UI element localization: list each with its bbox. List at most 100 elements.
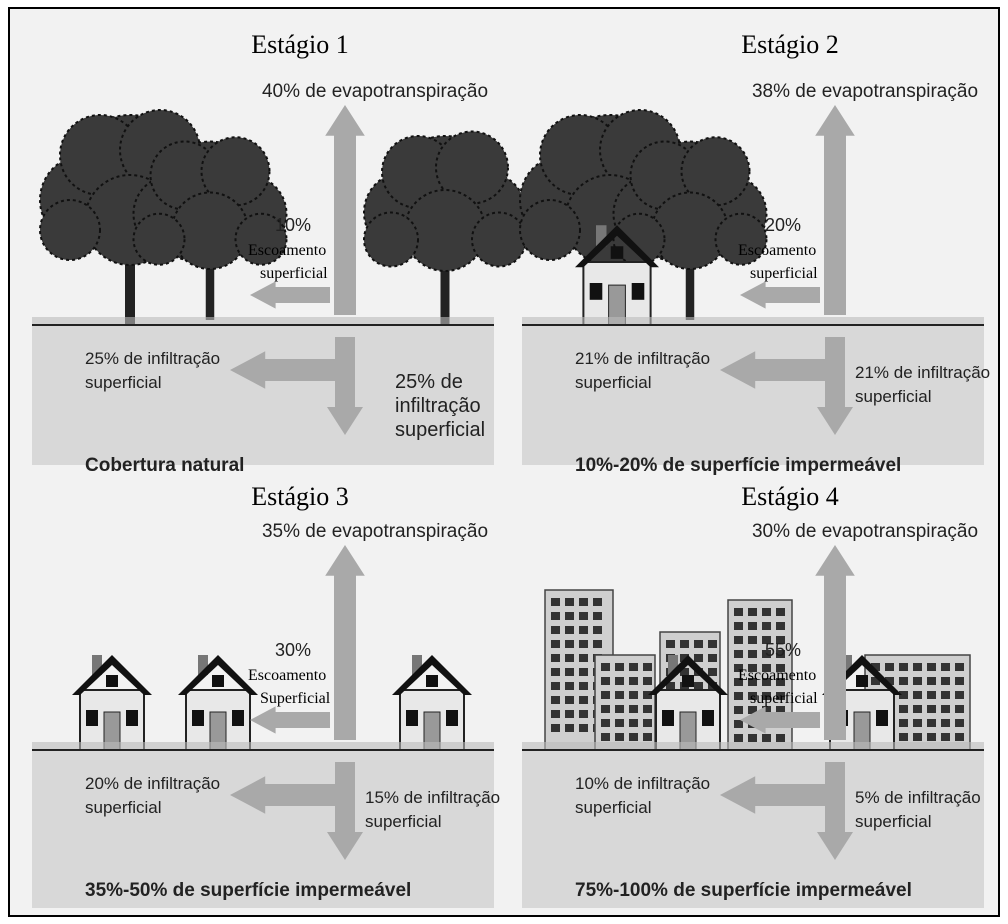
building-window xyxy=(551,626,560,634)
building-window xyxy=(579,612,588,620)
building-window xyxy=(615,691,624,699)
building-window xyxy=(629,733,638,741)
building-window xyxy=(941,705,950,713)
runoff-label: Escoamento xyxy=(248,242,326,259)
building-window xyxy=(941,677,950,685)
building-window xyxy=(927,733,936,741)
infiltration-left-label: 25% de infiltração xyxy=(85,349,220,368)
caption: 10%-20% de superfície impermeável xyxy=(575,455,901,476)
building-window xyxy=(643,677,652,685)
building-window xyxy=(748,608,757,616)
building-window xyxy=(551,710,560,718)
building-window xyxy=(913,691,922,699)
building-window xyxy=(708,668,717,676)
building-window xyxy=(748,650,757,658)
infiltration-right-label: superficial xyxy=(855,812,932,831)
building-window xyxy=(927,719,936,727)
building-window xyxy=(776,734,785,742)
building-window xyxy=(708,640,717,648)
runoff-percent: 55% xyxy=(765,640,801,660)
building-window xyxy=(734,650,743,658)
building-window xyxy=(899,663,908,671)
house-window xyxy=(192,710,204,726)
building-window xyxy=(601,705,610,713)
building-window xyxy=(601,663,610,671)
house-window xyxy=(611,246,624,259)
tree-foliage xyxy=(520,200,580,260)
building-window xyxy=(565,668,574,676)
building-window xyxy=(734,608,743,616)
runoff-percent: 20% xyxy=(765,215,801,235)
building-window xyxy=(615,733,624,741)
building-window xyxy=(579,696,588,704)
runoff-label: superficial xyxy=(750,690,818,707)
runoff-percent: 30% xyxy=(275,640,311,660)
house-window xyxy=(702,710,714,726)
building-window xyxy=(601,719,610,727)
grass xyxy=(522,317,984,325)
building-window xyxy=(579,724,588,732)
building-window xyxy=(955,733,964,741)
building-window xyxy=(565,682,574,690)
grass xyxy=(522,742,984,750)
building-window xyxy=(551,668,560,676)
tree-foliage xyxy=(134,214,185,265)
building-window xyxy=(601,691,610,699)
building-window xyxy=(579,682,588,690)
building-window xyxy=(551,696,560,704)
building-window xyxy=(941,719,950,727)
building-window xyxy=(762,608,771,616)
runoff-label: superficial xyxy=(260,265,328,282)
tree-foliage xyxy=(472,213,526,267)
building-window xyxy=(927,691,936,699)
infiltration-left-label: 10% de infiltração xyxy=(575,774,710,793)
building-window xyxy=(913,705,922,713)
house-window xyxy=(446,710,458,726)
tree-foliage xyxy=(405,190,486,271)
building-window xyxy=(615,677,624,685)
building-window xyxy=(913,719,922,727)
infiltration-left-label: superficial xyxy=(85,798,162,817)
building-window xyxy=(593,598,602,606)
building-window xyxy=(748,636,757,644)
building-window xyxy=(615,719,624,727)
infiltration-right-label: superficial xyxy=(395,419,485,441)
building-window xyxy=(899,719,908,727)
runoff-label: superficial xyxy=(750,265,818,282)
infiltration-left-label: 21% de infiltração xyxy=(575,349,710,368)
building-window xyxy=(579,668,588,676)
building-window xyxy=(565,612,574,620)
stage-title: Estágio 2 xyxy=(741,30,839,59)
building-window xyxy=(551,724,560,732)
house-window xyxy=(212,675,224,687)
building-window xyxy=(643,719,652,727)
building-window xyxy=(762,622,771,630)
building-window xyxy=(885,663,894,671)
tree-foliage xyxy=(40,200,100,260)
building-window xyxy=(708,654,717,662)
house-window xyxy=(426,675,438,687)
building-window xyxy=(734,692,743,700)
stage-title: Estágio 4 xyxy=(741,482,839,511)
building-window xyxy=(955,677,964,685)
page: Estágio 140% de evapotranspiração10%Esco… xyxy=(0,0,1008,924)
evapotranspiration-label: 40% de evapotranspiração xyxy=(262,81,488,102)
building-window xyxy=(955,719,964,727)
building-window xyxy=(913,663,922,671)
building-window xyxy=(593,640,602,648)
runoff-label: Escoamento xyxy=(738,667,816,684)
building-window xyxy=(762,734,771,742)
building-window xyxy=(776,608,785,616)
house-window xyxy=(106,675,118,687)
building-window xyxy=(941,691,950,699)
building-window xyxy=(551,654,560,662)
building-window xyxy=(615,705,624,713)
runoff-label: Escoamento xyxy=(248,667,326,684)
building-window xyxy=(565,640,574,648)
building-window xyxy=(629,677,638,685)
building-window xyxy=(565,724,574,732)
building-window xyxy=(694,640,703,648)
building-window xyxy=(629,691,638,699)
building-window xyxy=(565,598,574,606)
house-window xyxy=(126,710,138,726)
